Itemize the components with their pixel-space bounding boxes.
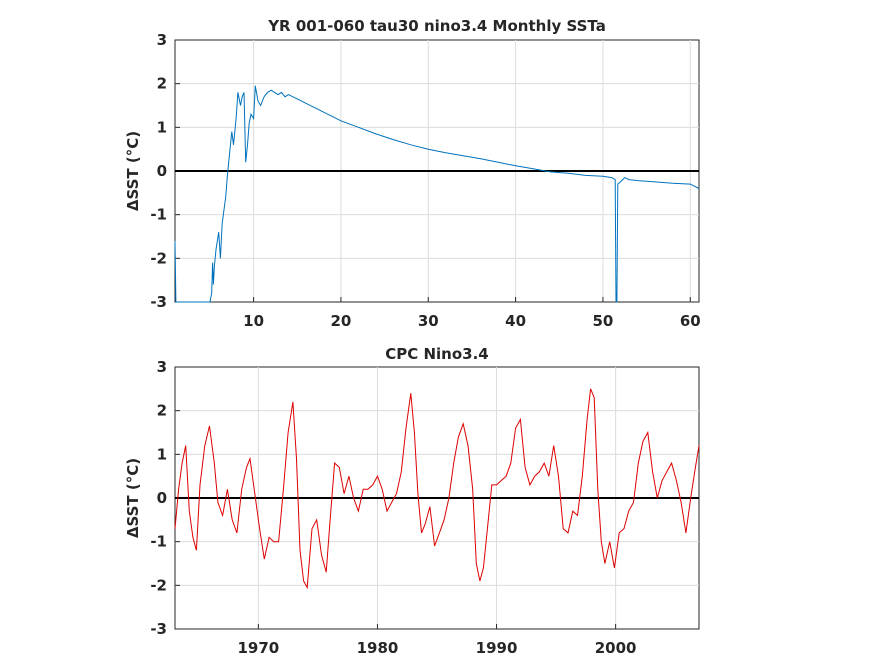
top-plot-x-tick-label: 30: [418, 312, 439, 330]
top-plot-y-tick-label: -1: [150, 206, 167, 224]
top-plot-x-tick-label: 40: [505, 312, 526, 330]
bottom-plot-y-ticks: -3 -2 -1 0 1 2 3: [150, 358, 180, 638]
bottom-plot-y-tick-label: -2: [150, 576, 167, 594]
bottom-plot-x-ticks: 1970 1980 1990 2000: [237, 624, 637, 656]
bottom-plot-y-axis-label: ΔSST (°C): [124, 458, 142, 538]
top-plot-y-axis-label: ΔSST (°C): [124, 131, 142, 211]
bottom-plot-y-tick-label: -1: [150, 533, 167, 551]
bottom-plot-x-tick-label: 1990: [476, 639, 518, 656]
bottom-plot-y-tick-label: 3: [157, 358, 167, 376]
bottom-plot-y-tick-label: 2: [157, 402, 167, 420]
bottom-plot-x-tick-label: 2000: [595, 639, 637, 656]
bottom-plot-title: CPC Nino3.4: [385, 345, 488, 363]
top-plot-y-tick-label: 3: [157, 31, 167, 49]
top-plot-panel: YR 001-060 tau30 nino3.4 Monthly SSTa 10…: [124, 17, 701, 330]
top-plot-x-ticks: 10 20 30 40 50 60: [243, 297, 701, 330]
bottom-plot-panel: CPC Nino3.4 1970 1980 1990 2000 -3-2-10123 …: [124, 345, 700, 656]
top-plot-x-tick-label: 60: [680, 312, 701, 330]
top-plot-x-tick-label: 10: [243, 312, 264, 330]
bottom-plot-y-tick-label: 0: [157, 489, 167, 507]
top-plot-title: YR 001-060 tau30 nino3.4 Monthly SSTa: [267, 17, 606, 35]
bottom-plot-y-tick-label: 1: [157, 445, 167, 463]
top-plot-y-tick-label: -2: [150, 249, 167, 267]
bottom-plot-series-line: [174, 388, 700, 590]
top-plot-y-tick-label: -3: [150, 293, 167, 311]
bottom-plot-x-tick-label: 1980: [357, 639, 399, 656]
top-plot-series-line: [174, 85, 700, 303]
top-plot-y-tick-label: 2: [157, 75, 167, 93]
bottom-plot-x-tick-label: 1970: [237, 639, 279, 656]
top-plot-y-tick-label: 0: [157, 162, 167, 180]
bottom-plot-y-tick-label: -3: [150, 620, 167, 638]
top-plot-x-tick-label: 50: [592, 312, 613, 330]
top-plot-y-ticks: -3 -2 -1 0 1 2 3: [150, 31, 180, 311]
top-plot-y-tick-label: 1: [157, 118, 167, 136]
top-plot-x-tick-label: 20: [330, 312, 351, 330]
